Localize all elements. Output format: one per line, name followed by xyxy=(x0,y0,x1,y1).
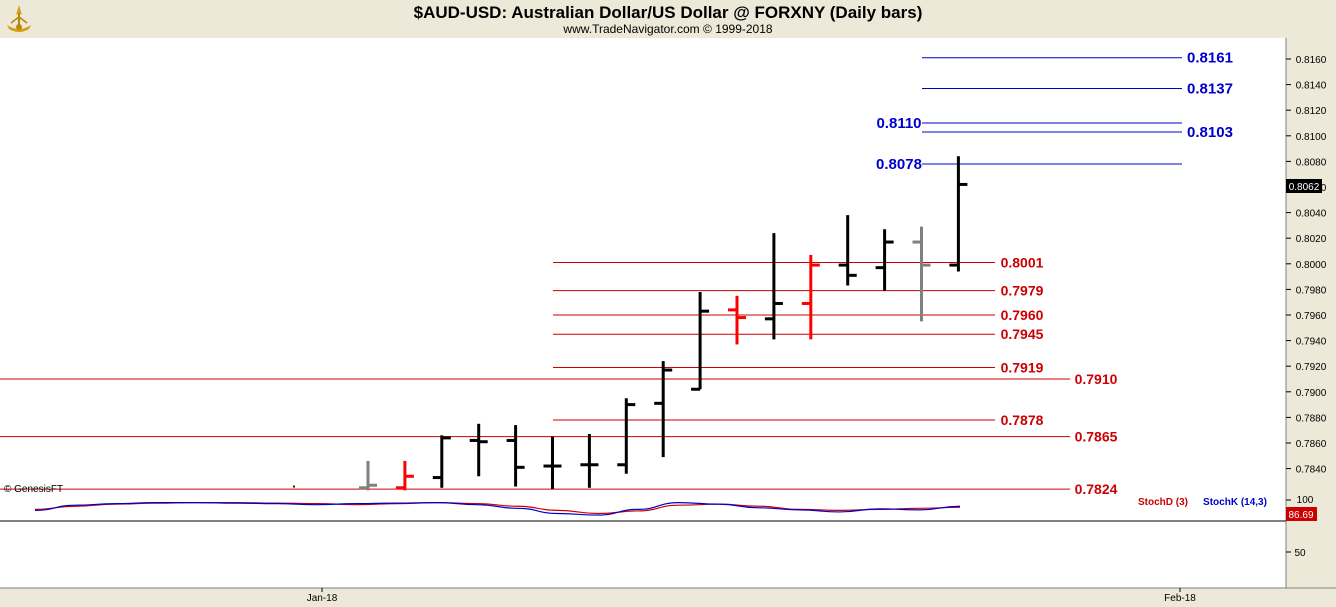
stoch-tick-100: 100 xyxy=(1297,495,1314,506)
support-label: 0.7979 xyxy=(1001,283,1044,299)
support-label: 0.8001 xyxy=(1001,255,1044,271)
y-tick-label: 0.7860 xyxy=(1296,439,1327,450)
price-bars xyxy=(293,156,968,491)
chart-title: $AUD-USD: Australian Dollar/US Dollar @ … xyxy=(413,3,923,22)
y-tick-label: 0.7840 xyxy=(1296,465,1327,476)
ohlc-bar xyxy=(395,460,414,491)
stoch-tick-50: 50 xyxy=(1294,548,1306,559)
stoch-k-line xyxy=(34,501,961,516)
ohlc-bar xyxy=(764,233,783,340)
ohlc-tick xyxy=(293,485,295,488)
support-label: 0.7865 xyxy=(1075,429,1118,445)
ohlc-bar xyxy=(875,229,894,291)
resistance-label: 0.8161 xyxy=(1187,50,1233,67)
y-tick-label: 0.7960 xyxy=(1296,311,1327,322)
resistance-label: 0.8078 xyxy=(876,156,922,173)
ohlc-bar xyxy=(801,254,820,340)
support-label: 0.7910 xyxy=(1075,371,1118,387)
ohlc-bar xyxy=(949,156,968,272)
ohlc-bar xyxy=(580,434,599,488)
support-label: 0.7824 xyxy=(1075,481,1118,497)
y-tick-label: 0.7920 xyxy=(1296,362,1327,373)
ohlc-bar xyxy=(359,460,377,491)
support-label: 0.7945 xyxy=(1001,326,1044,342)
price-chart: 0.8161 0.8137 0.8110 0.8103 0.8078 0.8001 0.79… xyxy=(0,38,1336,604)
ohlc-bar xyxy=(654,361,673,458)
stoch-k-legend: StochK (14,3) xyxy=(1203,497,1267,508)
price-axis-area xyxy=(1286,38,1336,588)
x-label-feb-18: Feb-18 xyxy=(1164,593,1196,604)
ohlc-bar xyxy=(617,398,636,474)
y-tick-label: 0.8100 xyxy=(1296,132,1327,143)
x-label-jan-18: Jan-18 xyxy=(307,593,338,604)
ohlc-bar xyxy=(728,295,746,345)
stoch-d-legend: StochD (3) xyxy=(1138,497,1188,508)
y-tick-label: 0.8020 xyxy=(1296,234,1327,245)
y-tick-label: 0.8040 xyxy=(1296,209,1327,220)
ohlc-bar xyxy=(469,423,488,477)
y-tick-label: 0.7900 xyxy=(1296,388,1327,399)
y-tick-label: 0.8000 xyxy=(1296,260,1327,271)
y-tick-label: 0.7940 xyxy=(1296,337,1327,348)
stochastic-panel xyxy=(34,501,961,516)
chart-subtitle: www.TradeNavigator.com © 1999-2018 xyxy=(563,22,773,36)
resistance-label: 0.8110 xyxy=(876,115,921,132)
ohlc-bar xyxy=(912,226,931,322)
y-tick-label: 0.8080 xyxy=(1296,157,1327,168)
y-tick-label: 0.8140 xyxy=(1296,81,1327,92)
y-tick-label: 0.7980 xyxy=(1296,285,1327,296)
resistance-label: 0.8103 xyxy=(1187,124,1233,141)
plot-area xyxy=(0,38,1286,588)
ohlc-bar xyxy=(293,485,295,488)
y-tick-label: 0.8160 xyxy=(1296,55,1327,66)
y-tick-label: 0.8120 xyxy=(1296,106,1327,117)
ohlc-bar xyxy=(838,215,857,286)
chart-header: $AUD-USD: Australian Dollar/US Dollar @ … xyxy=(0,0,1336,38)
stoch-last-badge xyxy=(1286,507,1317,521)
ohlc-bar xyxy=(691,291,710,391)
level-lines: 0.8161 0.8137 0.8110 0.8103 0.8078 0.8001 0.79… xyxy=(0,50,1233,497)
ohlc-bar xyxy=(506,425,525,487)
watermark: © GenesisFT xyxy=(4,484,63,495)
support-label: 0.7960 xyxy=(1001,307,1044,323)
last-price-value: 0.8062 xyxy=(1289,182,1320,193)
ohlc-bar xyxy=(543,436,562,490)
y-tick-label: 0.7880 xyxy=(1296,413,1327,424)
navigator-compass-logo-icon xyxy=(7,5,31,32)
support-label: 0.7878 xyxy=(1001,412,1044,428)
stoch-last-value: 86.69 xyxy=(1288,510,1313,521)
last-price-badge xyxy=(1286,179,1322,193)
resistance-label: 0.8137 xyxy=(1187,80,1233,97)
ohlc-bar xyxy=(432,435,451,488)
support-label: 0.7919 xyxy=(1001,359,1044,375)
